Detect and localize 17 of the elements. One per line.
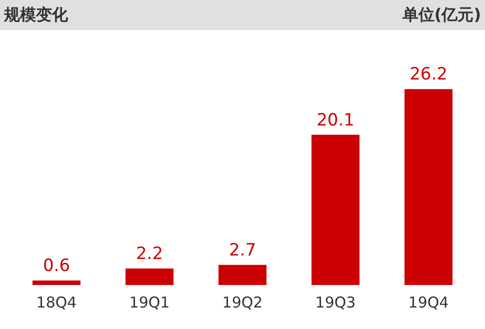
bar [404,89,452,285]
bar [218,264,266,285]
data-label: 0.6 [42,256,70,276]
x-tick-label: 19Q4 [408,294,449,312]
x-tick-label: 19Q1 [129,294,170,312]
x-tick-label: 19Q2 [222,294,263,312]
bar [126,268,174,285]
chart-title: 规模变化 [4,5,68,26]
x-tick-label: 19Q3 [315,294,356,312]
chart-subtitle: 单位(亿元) [402,5,481,26]
bar [32,280,80,285]
data-label: 2.7 [228,240,256,260]
x-tick-label: 18Q4 [36,294,77,312]
data-label: 26.2 [410,64,448,85]
data-label: 20.1 [316,110,354,130]
bar [312,134,360,285]
data-label: 2.2 [136,244,164,264]
